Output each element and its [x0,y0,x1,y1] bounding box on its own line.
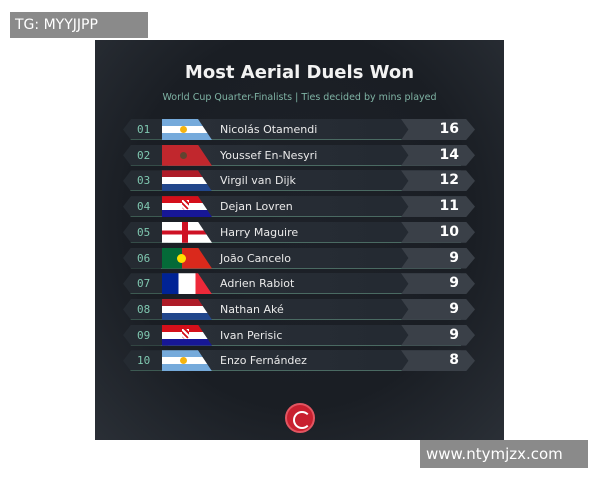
player-name: Ivan Perisic [220,328,283,342]
score: 11 [401,196,475,218]
table-row: 07 Adrien Rabiot 9 [123,273,475,295]
score: 8 [401,350,475,372]
rank: 07 [123,273,168,295]
flag-england-icon [162,221,212,243]
rank: 06 [123,247,168,269]
flag-argentina-icon [162,350,212,372]
flag-argentina-icon [162,119,212,140]
table-row: 03 Virgil van Dijk 12 [123,170,475,192]
row-bar [161,170,461,192]
rank: 03 [123,170,168,192]
title: Most Aerial Duels Won [184,62,415,83]
table-row: 01 Nicolás Otamendi 16 [123,119,475,140]
row-bar [161,350,461,372]
watermark-top: TG: MYYJJPP [10,12,148,38]
player-name: Virgil van Dijk [220,174,296,188]
player-name: Dejan Lovren [220,200,293,214]
player-name: Enzo Fernández [220,354,307,368]
subtitle: World Cup Quarter-Finalists | Ties decid… [162,92,437,103]
player-name: Nathan Aké [220,302,284,316]
row-bar [161,119,461,140]
row-bar [161,247,461,269]
player-name: Harry Maguire [220,225,299,239]
table-row: 05 Harry Maguire 10 [123,221,475,243]
table-row: 06 João Cancelo 9 [123,247,475,269]
row-bar [161,144,461,166]
row-bar [161,298,461,320]
flag-portugal-icon [162,247,212,269]
rank: 05 [123,221,168,243]
score: 16 [401,119,475,140]
score: 14 [401,144,475,166]
infographic-card: Most Aerial Duels Won World Cup Quarter-… [95,40,504,440]
table-row: 02 Youssef En-Nesyri 14 [123,144,475,166]
rank: 04 [123,196,168,218]
watermark-bottom: www.ntymjzx.com [420,440,588,468]
flag-netherlands-icon [162,298,212,320]
row-bar [161,324,461,346]
flag-croatia-icon [162,324,212,346]
rank: 02 [123,144,168,166]
rank: 10 [123,350,168,372]
score: 9 [401,273,475,295]
brand-logo-icon [285,403,315,433]
row-bar [161,221,461,243]
table-row: 10 Enzo Fernández 8 [123,350,475,372]
player-name: João Cancelo [220,251,291,265]
player-name: Adrien Rabiot [220,277,295,291]
player-name: Youssef En-Nesyri [220,148,318,162]
flag-netherlands-icon [162,170,212,192]
score: 9 [401,247,475,269]
flag-france-icon [162,273,212,295]
player-name: Nicolás Otamendi [220,123,318,136]
score: 10 [401,221,475,243]
row-bar [161,273,461,295]
table-row: 04 Dejan Lovren 11 [123,196,475,218]
rank: 09 [123,324,168,346]
score: 9 [401,324,475,346]
row-bar [161,196,461,218]
rank: 01 [123,119,168,140]
flag-morocco-icon [162,144,212,166]
rank: 08 [123,298,168,320]
table-row: 09 Ivan Perisic 9 [123,324,475,346]
flag-croatia-icon [162,196,212,218]
score: 12 [401,170,475,192]
score: 9 [401,298,475,320]
table-row: 08 Nathan Aké 9 [123,298,475,320]
